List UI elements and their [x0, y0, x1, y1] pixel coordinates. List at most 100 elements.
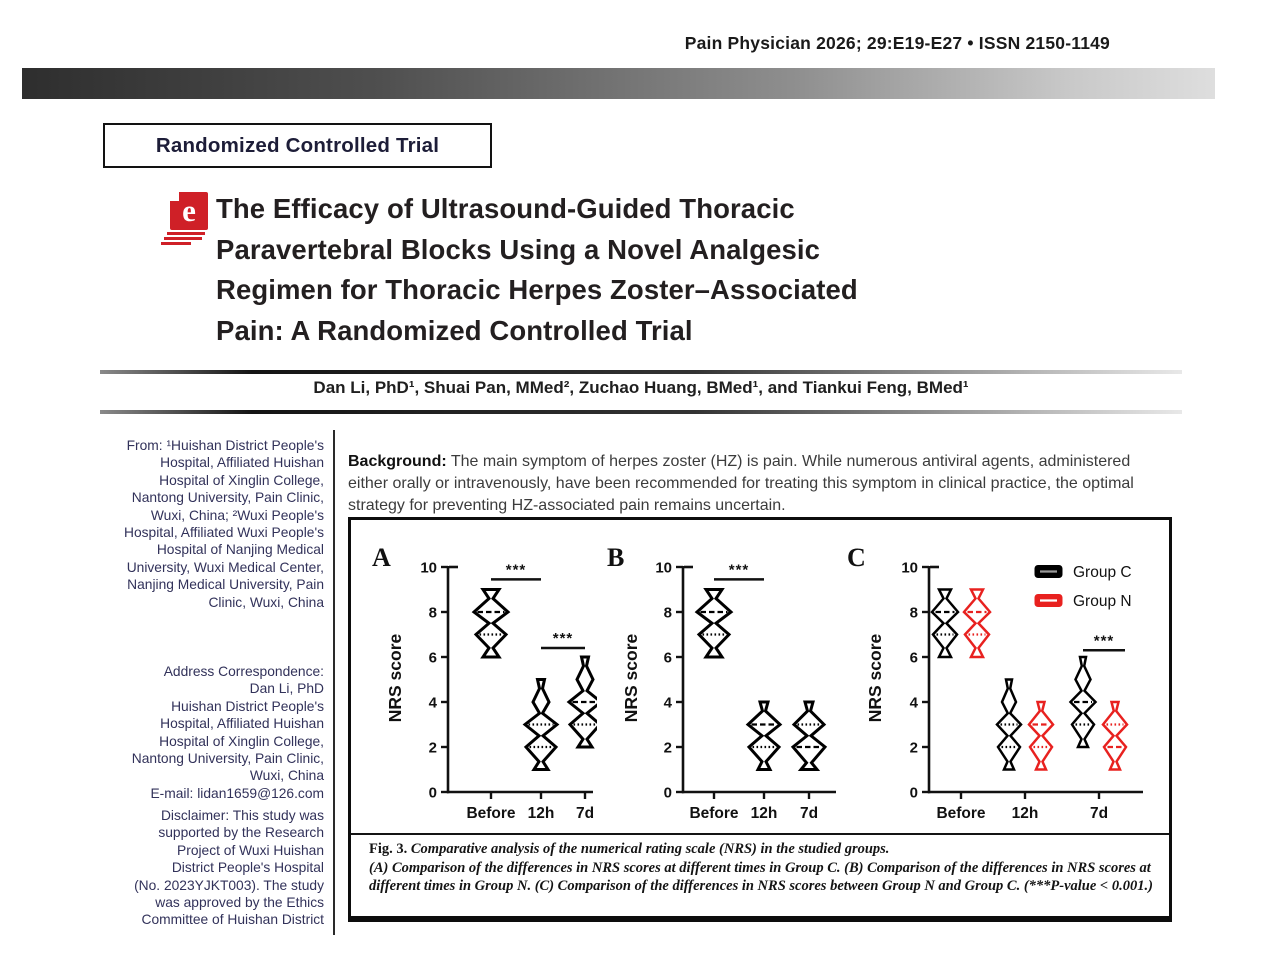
chart-text: 0 — [429, 785, 437, 802]
text-line: Hospital of Xinglin College, — [159, 472, 324, 488]
text-line: Project of Wuxi Huishan — [177, 842, 324, 858]
chart-text: 8 — [429, 605, 437, 622]
chart-text: 2 — [429, 740, 437, 757]
text-line: Committee of Huishan District — [141, 912, 324, 928]
chart-text: 4 — [429, 695, 438, 712]
chart-text: Group N — [1073, 593, 1132, 610]
figure-caption-separator — [351, 833, 1169, 835]
chart-text: 0 — [664, 785, 672, 802]
sidebar-divider — [333, 430, 335, 935]
text-line: Regimen for Thoracic Herpes Zoster–Assoc… — [216, 274, 858, 305]
text-line: Paravertebral Blocks Using a Novel Analg… — [216, 233, 821, 265]
chart-text: 7d — [576, 805, 594, 822]
text-line: Wuxi, China — [249, 768, 324, 784]
chart-text: Before — [466, 805, 515, 822]
chart-text: NRS score — [865, 633, 885, 722]
figure-3-panel: A 0 2 4 6 8 10 NRS score Before 12h 7d *** *** B 0 2 4 6… — [348, 517, 1172, 922]
text-line: From: ¹Huishan District People's — [126, 438, 324, 453]
article-type-box: Randomized Controlled Trial — [103, 123, 492, 168]
text-line: Hospital, Affiliated Wuxi People's — [124, 525, 324, 541]
text-line: University, Wuxi Medical Center, — [126, 559, 324, 575]
text-line: Nanjing Medical University, Pain — [127, 577, 324, 593]
text-line: Clinic, Wuxi, China — [208, 594, 324, 610]
chart-text: *** — [506, 561, 527, 578]
violin-Before — [471, 588, 511, 659]
text-line: supported by the Research — [158, 825, 324, 841]
text-line: Hospital, Affiliated Huishan — [160, 716, 324, 732]
chart-text: 2 — [664, 740, 672, 757]
article-type-label: Randomized Controlled Trial — [155, 133, 440, 157]
background-label: Background: — [348, 453, 447, 470]
chart-text: 10 — [901, 560, 918, 577]
violin-12h — [1027, 700, 1055, 771]
chart-text: 7d — [800, 805, 818, 822]
chart-text: 12h — [751, 805, 778, 822]
chart-text: 12h — [528, 805, 555, 822]
figure-caption: Fig. 3. Comparative analysis of the nume… — [369, 840, 1157, 896]
sidebar-correspondence: Address Correspondence: Dan Li, PhD Huisha… — [96, 663, 324, 802]
text-line: E-mail: lidan1659@126.com — [150, 785, 324, 801]
chart-text: 10 — [655, 560, 672, 577]
text-line: Wuxi, China; ²Wuxi People's — [150, 507, 324, 523]
text-line: Hospital of Nanjing Medical — [156, 542, 324, 558]
panel-B-svg: B 0 2 4 6 8 10 NRS score Before 12h 7d *** — [607, 543, 836, 822]
text-line: Nantong University, Pain Clinic, — [131, 751, 324, 767]
text-line: Pain: A Randomized Controlled Trial — [216, 314, 693, 346]
text-line: The Efficacy of Ultrasound-Guided Thorac… — [216, 193, 795, 224]
chart-text: 10 — [420, 560, 437, 577]
logo-page-line — [161, 242, 191, 245]
chart-text: B — [607, 543, 624, 572]
chart-text: *** — [729, 561, 750, 578]
chart-text: 0 — [910, 785, 918, 802]
chart-text: 7d — [1090, 805, 1108, 822]
logo-notch — [170, 192, 179, 201]
panel-C-svg: C 0 2 4 6 8 10 NRS score Before 12h 7d *** Group C Gr… — [847, 543, 1143, 822]
top-gradient-bar — [22, 68, 1215, 99]
figure-caption-prefix: Fig. 3. — [369, 841, 408, 857]
abstract-background: Background: The main symptom of herpes z… — [348, 451, 1143, 516]
journal-e-logo-icon: e — [161, 192, 212, 248]
violin-12h — [745, 700, 783, 771]
text-line: Nantong University, Pain Clinic, — [131, 490, 324, 506]
chart-text: Before — [689, 805, 738, 822]
violin-Before — [694, 588, 734, 659]
journal-header-line: Pain Physician 2026; 29:E19-E27 • ISSN 2… — [684, 33, 1110, 53]
author-rule-bottom — [100, 410, 1182, 414]
chart-text: Group C — [1073, 564, 1132, 581]
chart-text: A — [372, 543, 391, 572]
chart-text: 4 — [664, 695, 673, 712]
chart-text: 6 — [429, 650, 437, 667]
sidebar-affiliations: From: ¹Huishan District People's Hospital… — [96, 437, 324, 611]
text-line: Disclaimer: This study was — [160, 808, 324, 823]
text-line: Hospital, Affiliated Huishan — [160, 455, 324, 471]
violin-7d — [790, 700, 828, 771]
chart-text: 12h — [1012, 805, 1039, 822]
figure-caption-title: Comparative analysis of the numerical ra… — [410, 841, 890, 857]
chart-text: 8 — [910, 605, 918, 622]
chart-text: *** — [553, 630, 574, 647]
violin-7d — [1101, 700, 1129, 771]
chart-text: NRS score — [621, 633, 641, 722]
chart-text: *** — [1094, 632, 1115, 649]
chart-text: 8 — [664, 605, 672, 622]
text-line: (No. 2023YJKT003). The study — [134, 877, 324, 893]
violin-Before — [962, 588, 992, 659]
text-line: Hospital of Xinglin College, — [159, 733, 324, 749]
chart-text: Before — [936, 805, 985, 822]
chart-text: 6 — [664, 650, 672, 667]
article-title: The Efficacy of Ultrasound-Guided Thorac… — [216, 189, 1096, 351]
authors-line: Dan Li, PhD¹, Shuai Pan, MMed², Zuchao H… — [313, 378, 969, 397]
figure-caption-body: (A) Comparison of the differences in NRS… — [369, 859, 1153, 895]
background-text: The main symptom of herpes zoster (HZ) i… — [348, 453, 1134, 514]
text-line: District People's Hospital — [171, 860, 324, 876]
text-line: Address Correspondence: — [163, 664, 324, 679]
author-rule-top — [100, 370, 1182, 374]
chart-text: C — [847, 543, 866, 572]
logo-page-line — [164, 237, 202, 240]
chart-text: 4 — [910, 695, 919, 712]
text-line: Dan Li, PhD — [249, 681, 324, 697]
panel-A-svg: A 0 2 4 6 8 10 NRS score Before 12h 7d *** *** — [372, 543, 597, 822]
text-line: Huishan District People's — [171, 698, 324, 714]
logo-page-line — [167, 232, 205, 235]
